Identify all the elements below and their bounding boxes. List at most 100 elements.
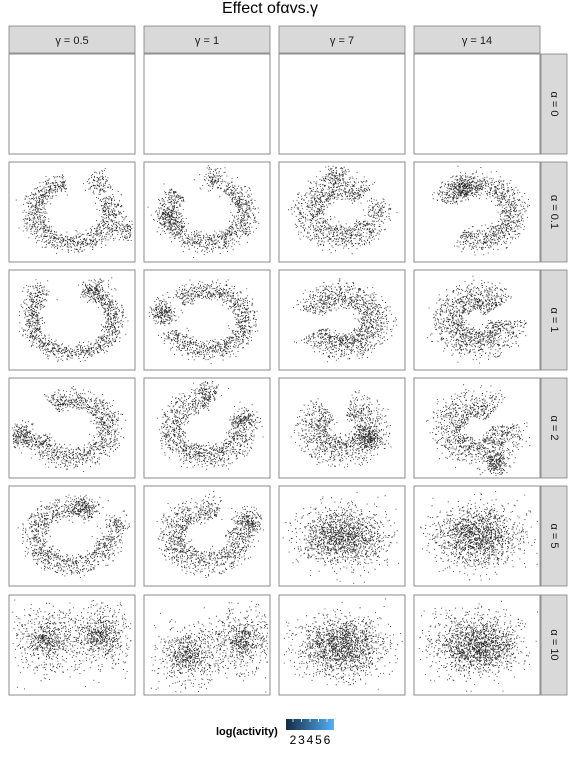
facet-panel — [8, 269, 136, 371]
facet-panel — [413, 485, 541, 587]
column-strip-box — [8, 25, 136, 54]
scatter-points — [15, 168, 133, 254]
facet-panel — [8, 53, 136, 155]
scatter-points — [157, 381, 264, 470]
column-strip: γ = 1 — [143, 25, 271, 54]
scatter-points — [293, 278, 398, 363]
facet-panel — [413, 269, 541, 371]
chart-title: Effect ofαvs.γ — [222, 0, 318, 17]
legend-title: log(activity) — [216, 726, 278, 738]
facet-panel — [413, 161, 541, 263]
panel-frame — [143, 377, 271, 479]
scatter-points — [420, 491, 538, 581]
facet-panel — [413, 53, 541, 155]
scatter-points — [147, 165, 260, 258]
scatter-points — [150, 600, 268, 693]
row-strip: α = 5 — [540, 485, 568, 587]
scatter-points — [19, 277, 129, 362]
row-strip-label: α = 10 — [548, 629, 560, 660]
panel-frame — [413, 377, 541, 479]
column-strip-label: γ = 0.5 — [55, 35, 88, 47]
panel-frame — [413, 269, 541, 371]
legend-tick-label: 5 — [315, 733, 322, 747]
panel-frame — [8, 377, 136, 479]
column-strip-box — [143, 25, 271, 54]
panel-frame — [413, 594, 541, 696]
panel-frame — [278, 377, 406, 479]
row-strip: α = 1 — [540, 269, 568, 371]
row-strip-label: α = 5 — [548, 523, 560, 548]
facet-panel — [278, 161, 406, 263]
panel-frame — [413, 53, 541, 155]
row-strip-label: α = 1 — [548, 307, 560, 332]
facet-panel — [278, 377, 406, 479]
facet-panel — [278, 53, 406, 155]
scatter-points — [17, 494, 131, 578]
facet-panel — [278, 269, 406, 371]
scatter-points — [12, 386, 127, 472]
panel-frame — [8, 161, 136, 263]
row-strips: α = 0 α = 0.1 α = 1 α = 2 α = 5 α = 10 — [540, 53, 568, 696]
column-strip: γ = 14 — [413, 25, 541, 54]
scatter-points — [418, 600, 538, 692]
scatter-points — [283, 598, 403, 690]
row-strip: α = 0 — [540, 53, 568, 155]
facet-panel — [8, 377, 136, 479]
row-strip-box — [540, 377, 568, 479]
panel-frame — [8, 485, 136, 587]
scatter-points — [156, 491, 264, 578]
facet-panel — [8, 485, 136, 587]
facet-panel — [143, 269, 271, 371]
row-strip-box — [540, 269, 568, 371]
column-strip-box — [278, 25, 406, 54]
legend-colorbar — [286, 719, 334, 730]
scatter-points — [12, 599, 132, 690]
row-strip: α = 2 — [540, 377, 568, 479]
panel-frame — [278, 594, 406, 696]
facet-panel — [143, 161, 271, 263]
panel-frame — [413, 161, 541, 263]
scatter-points — [426, 384, 531, 476]
legend-tick-label: 4 — [307, 733, 314, 747]
facet-panel — [143, 594, 271, 696]
legend-tick-label: 2 — [290, 733, 297, 747]
facet-panel — [278, 594, 406, 696]
row-strip-box — [540, 161, 568, 263]
facet-panel — [143, 485, 271, 587]
scatter-points — [288, 165, 398, 255]
column-strips: γ = 0.5 γ = 1 γ = 7 γ = 14 — [8, 25, 541, 54]
row-strip: α = 0.1 — [540, 161, 568, 263]
scatter-points — [427, 275, 527, 364]
facet-panel — [278, 485, 406, 587]
facet-panel — [413, 594, 541, 696]
facet-panel — [8, 594, 136, 696]
facet-panel — [143, 377, 271, 479]
facet-panels — [8, 53, 541, 696]
row-strip: α = 10 — [540, 594, 568, 696]
panel-frame — [143, 53, 271, 155]
row-strip-box — [540, 53, 568, 155]
panel-frame — [143, 269, 271, 371]
facet-panel — [143, 53, 271, 155]
column-strip-box — [413, 25, 541, 54]
column-strip-label: γ = 14 — [462, 35, 492, 47]
legend-tick-label: 3 — [298, 733, 305, 747]
column-strip-label: γ = 1 — [195, 35, 219, 47]
row-strip-box — [540, 594, 568, 696]
facet-panel — [413, 377, 541, 479]
legend-tick-label: 6 — [324, 733, 331, 747]
column-strip-label: γ = 7 — [330, 35, 354, 47]
column-strip: γ = 0.5 — [8, 25, 136, 54]
panel-frame — [413, 485, 541, 587]
scatter-points — [148, 279, 259, 364]
row-strip-box — [540, 485, 568, 587]
row-strip-label: α = 2 — [548, 415, 560, 440]
row-strip-label: α = 0 — [548, 91, 560, 116]
panel-frame — [8, 53, 136, 155]
row-strip-label: α = 0.1 — [548, 195, 560, 229]
facet-panel — [8, 161, 136, 263]
panel-frame — [278, 161, 406, 263]
panel-frame — [278, 53, 406, 155]
